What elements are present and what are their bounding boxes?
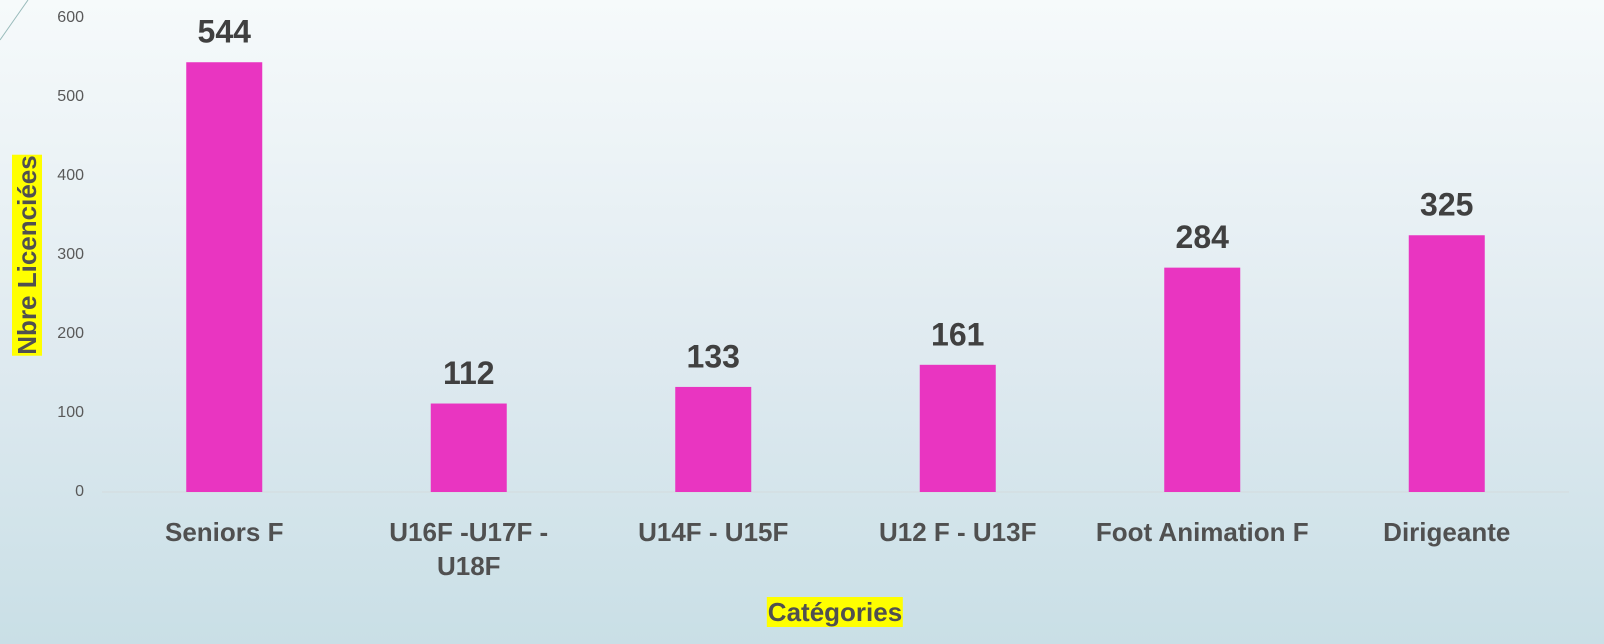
x-tick-label: U12 F - U13F [879,517,1037,547]
data-label: 112 [443,355,495,391]
y-tick-label: 0 [75,483,84,500]
bar [919,364,996,492]
y-tick-label: 300 [57,246,84,263]
bar [1408,235,1485,492]
bar [1164,267,1241,492]
x-axis-title: Catégories [766,597,904,627]
y-tick-label: 600 [57,9,84,26]
bar [675,386,752,492]
y-tick-label: 200 [57,325,84,342]
data-label: 161 [931,316,984,352]
data-label: 133 [687,338,740,374]
x-tick-label: Foot Animation F [1095,517,1309,547]
y-axis-title: Nbre Licenciées [12,154,42,356]
data-label: 325 [1420,187,1473,223]
x-tick-label: Dirigeante [1383,517,1511,547]
x-tick-label: Seniors F [165,517,284,547]
y-tick-label: 100 [57,404,84,421]
bar [186,62,263,493]
bar [430,403,507,492]
data-label: 284 [1176,219,1230,255]
y-tick-label: 500 [57,88,84,105]
x-tick-label: U16F -U17F - U18F [389,517,549,581]
decoration [0,0,29,41]
y-tick-label: 400 [57,167,84,184]
x-tick-label: U14F - U15F [638,517,789,547]
data-label: 544 [198,14,252,50]
